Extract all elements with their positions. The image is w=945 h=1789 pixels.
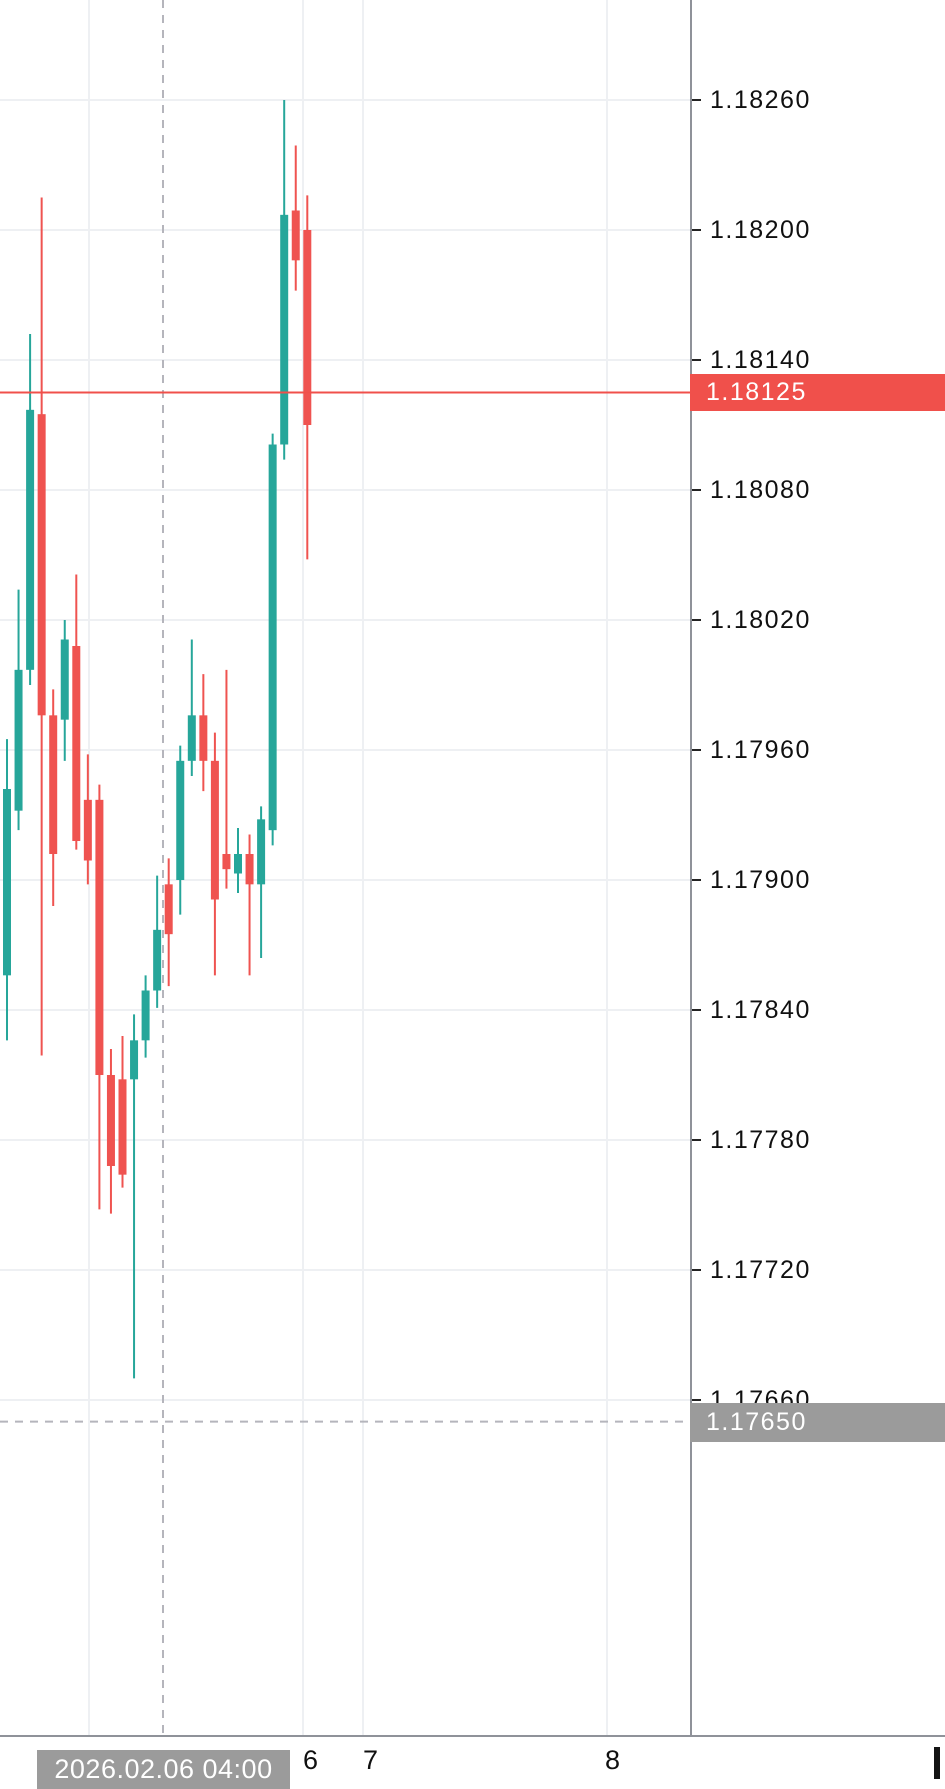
candle xyxy=(60,620,69,761)
candle xyxy=(245,834,254,976)
price-axis-label: 1.17960 xyxy=(692,736,811,764)
price-axis-tick xyxy=(692,229,701,231)
candle xyxy=(153,875,162,1008)
price-axis-label: 1.18260 xyxy=(692,86,811,114)
price-axis-tick xyxy=(692,1269,701,1271)
price-axis-tick xyxy=(692,1399,701,1401)
crosshair-lines xyxy=(0,0,690,1735)
candle xyxy=(14,589,23,831)
price-axis-label: 1.18080 xyxy=(692,476,811,504)
price-axis-label: 1.17720 xyxy=(692,1256,811,1284)
candle xyxy=(222,669,231,889)
price-axis-value: 1.18200 xyxy=(710,215,811,244)
candle xyxy=(3,739,11,1041)
candle xyxy=(26,334,35,686)
candle xyxy=(210,732,219,976)
candles xyxy=(3,100,312,1379)
crosshair-price-value: 1.17650 xyxy=(706,1407,807,1436)
grid-lines xyxy=(0,0,690,1735)
candle xyxy=(176,745,185,915)
candle xyxy=(268,433,277,846)
candle xyxy=(49,689,58,907)
candle xyxy=(280,100,289,460)
candle xyxy=(72,574,81,850)
current-price-tag: 1.18125 xyxy=(690,374,945,411)
price-axis-value: 1.18080 xyxy=(710,475,811,504)
price-axis-tick xyxy=(692,99,701,101)
price-axis-value: 1.17900 xyxy=(710,865,811,894)
time-axis-label: 6 xyxy=(303,1745,319,1775)
price-axis-value: 1.17960 xyxy=(710,735,811,764)
price-axis-tick xyxy=(692,1009,701,1011)
price-axis-label: 1.18200 xyxy=(692,216,811,244)
price-axis[interactable]: 1.18260 1.18200 1.18140 1.18080 1.18020 1.179… xyxy=(690,0,945,1735)
candlestick-chart xyxy=(0,0,690,1735)
candle xyxy=(106,1049,115,1214)
price-axis-label: 1.18140 xyxy=(692,346,811,374)
price-axis-value: 1.17840 xyxy=(710,995,811,1024)
price-axis-value: 1.17720 xyxy=(710,1255,811,1284)
price-axis-value: 1.18020 xyxy=(710,605,811,634)
candle xyxy=(37,197,46,1056)
chart-plot-area[interactable] xyxy=(0,0,690,1735)
price-axis-value: 1.18260 xyxy=(710,85,811,114)
price-axis-tick xyxy=(692,879,701,881)
crosshair-time-value: 2026.02.06 04:00 xyxy=(54,1754,273,1784)
candle xyxy=(130,1014,139,1379)
candle xyxy=(118,1036,127,1188)
price-axis-label: 1.17900 xyxy=(692,866,811,894)
crosshair-time-tag: 2026.02.06 04:00 xyxy=(37,1750,290,1789)
time-axis-corner-mark xyxy=(934,1747,940,1779)
price-axis-tick xyxy=(692,749,701,751)
price-axis-value: 1.17780 xyxy=(710,1125,811,1154)
candle xyxy=(257,806,266,959)
candle xyxy=(187,639,196,777)
time-axis-label: 7 xyxy=(363,1745,379,1775)
candle xyxy=(291,145,300,291)
candle xyxy=(141,975,150,1058)
candle xyxy=(303,195,312,560)
candle xyxy=(83,754,92,885)
price-axis-value: 1.18140 xyxy=(710,345,811,374)
price-axis-tick xyxy=(692,1139,701,1141)
time-axis-label: 8 xyxy=(605,1745,621,1775)
price-axis-label: 1.18020 xyxy=(692,606,811,634)
price-axis-tick xyxy=(692,359,701,361)
candle xyxy=(199,674,208,792)
candle xyxy=(234,828,242,894)
price-axis-label: 1.17840 xyxy=(692,996,811,1024)
price-axis-tick xyxy=(692,489,701,491)
price-axis-label: 1.17780 xyxy=(692,1126,811,1154)
current-price-value: 1.18125 xyxy=(706,378,807,406)
candle xyxy=(164,858,173,987)
crosshair-price-tag: 1.17650 xyxy=(690,1402,945,1442)
candle xyxy=(95,784,104,1210)
price-axis-tick xyxy=(692,619,701,621)
